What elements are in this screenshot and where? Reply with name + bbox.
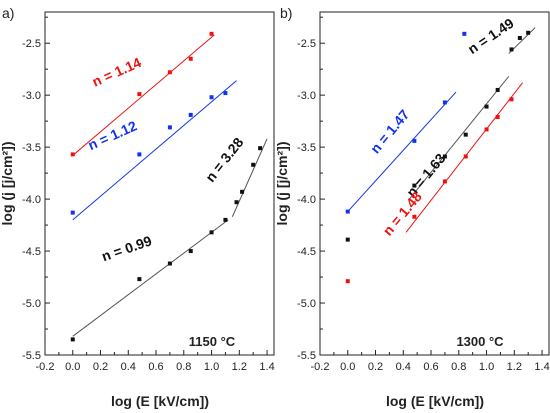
x-tick-label: 0.6	[423, 361, 438, 373]
temperature-label: 1150 °C	[189, 334, 236, 349]
slope-annotation-red: n = 1.48	[379, 188, 425, 238]
data-point-black	[495, 87, 500, 92]
data-point-black	[70, 337, 75, 342]
data-point-red	[70, 152, 75, 157]
y-tick-label: -2.5	[22, 38, 41, 50]
chart-panel-0: -0.2 0.0 0.2 0.4 0.6 0.8 1.0 1.2 1.4 -5.5 -5.0 -4.5…	[0, 5, 275, 409]
data-point-red	[442, 179, 447, 184]
x-tick-label: 0.4	[121, 361, 136, 373]
y-tick-label: -3.0	[297, 90, 316, 102]
x-tick-label: 1.2	[232, 361, 247, 373]
data-point-blue	[442, 100, 447, 105]
data-point-red	[484, 127, 489, 132]
y-tick-label: -3.5	[297, 142, 316, 154]
x-axis-label: log (E [kV/cm])	[386, 393, 484, 409]
x-tick-label: 1.0	[479, 361, 494, 373]
data-point-black	[442, 154, 447, 159]
x-tick-label: 0.2	[93, 361, 108, 373]
x-tick-label: 0.8	[451, 361, 466, 373]
data-point-black	[345, 237, 350, 242]
slope-annotation-blue: n = 1.12	[85, 117, 139, 153]
data-point-red	[509, 97, 514, 102]
data-point-black	[223, 217, 228, 222]
data-point-black	[412, 183, 417, 188]
data-point-red	[495, 114, 500, 119]
y-tick-label: -4.0	[297, 194, 316, 206]
data-point-red	[137, 92, 142, 97]
data-point-blue	[188, 112, 193, 117]
data-point-black	[526, 30, 531, 35]
y-tick-label: -5.0	[297, 298, 316, 310]
data-point-black	[258, 146, 263, 151]
data-point-black	[484, 104, 489, 109]
data-point-black	[188, 249, 193, 254]
data-point-black	[509, 47, 514, 52]
data-point-red	[188, 56, 193, 61]
plot-frame	[44, 11, 275, 356]
x-tick-label: 1.4	[534, 361, 549, 373]
chart-panel-1: -0.2 0.0 0.2 0.4 0.6 0.8 1.0 1.2 1.4 -5.5 -5.0 -4.5…	[274, 5, 550, 409]
fit-line-blue	[72, 80, 237, 221]
y-tick-label: -4.5	[22, 246, 41, 258]
plot-frame	[319, 11, 550, 356]
x-tick-label: 1.2	[507, 361, 522, 373]
data-point-red	[167, 70, 172, 75]
x-tick-label: 0.0	[65, 361, 80, 373]
data-point-black	[234, 200, 239, 205]
y-tick-label: -5.5	[297, 350, 316, 362]
x-tick-label: -0.2	[36, 361, 55, 373]
panel-label: a)	[2, 5, 14, 21]
data-point-blue	[223, 91, 228, 96]
data-point-blue	[167, 125, 172, 130]
fit-line-blue	[347, 91, 457, 212]
data-point-blue	[412, 138, 417, 143]
x-axis-label: log (E [kV/cm])	[111, 393, 209, 409]
data-point-red	[345, 279, 350, 284]
y-axis-label: log (j [j/cm²])	[0, 142, 15, 226]
y-tick-label: -4.5	[297, 246, 316, 258]
data-point-black	[209, 230, 214, 235]
x-tick-label: -0.2	[311, 361, 330, 373]
panel-label: b)	[280, 5, 292, 21]
data-point-black	[137, 277, 142, 282]
slope-annotation-black: n = 0.99	[100, 232, 154, 264]
y-tick-label: -2.5	[297, 38, 316, 50]
data-point-black	[240, 189, 245, 194]
x-tick-label: 0.6	[148, 361, 163, 373]
data-point-black	[463, 132, 468, 137]
slope-annotation-red: n = 1.14	[90, 54, 144, 90]
data-point-blue	[462, 31, 467, 36]
x-tick-label: 1.4	[259, 361, 274, 373]
data-point-black	[167, 261, 172, 266]
data-point-blue	[137, 152, 142, 157]
temperature-label: 1300 °C	[456, 334, 504, 349]
data-point-red	[209, 31, 214, 36]
slope-annotation-black: n = 3.28	[202, 134, 247, 185]
slope-annotation-black: n = 1.49	[465, 15, 517, 57]
x-tick-label: 0.2	[368, 361, 383, 373]
data-point-red	[412, 214, 417, 219]
x-tick-label: 0.8	[176, 361, 191, 373]
y-tick-label: -5.5	[22, 350, 41, 362]
fit-line-black	[72, 219, 229, 337]
x-tick-label: 1.0	[204, 361, 219, 373]
y-axis-label: log (j [j/cm²])	[274, 142, 290, 226]
y-tick-label: -3.5	[22, 142, 41, 154]
data-point-blue	[70, 210, 75, 215]
x-tick-label: 0.4	[396, 361, 411, 373]
y-tick-label: -5.0	[22, 298, 41, 310]
data-point-black	[517, 35, 522, 40]
fit-line-red	[72, 34, 215, 156]
slope-annotation-blue: n = 1.47	[367, 106, 413, 156]
data-point-red	[463, 154, 468, 159]
data-point-blue	[345, 209, 350, 214]
x-tick-label: 0.0	[340, 361, 355, 373]
y-tick-label: -3.0	[22, 90, 41, 102]
fit-line-black	[409, 76, 510, 199]
data-point-blue	[209, 95, 214, 100]
y-tick-label: -4.0	[22, 194, 41, 206]
data-point-black	[251, 162, 256, 167]
